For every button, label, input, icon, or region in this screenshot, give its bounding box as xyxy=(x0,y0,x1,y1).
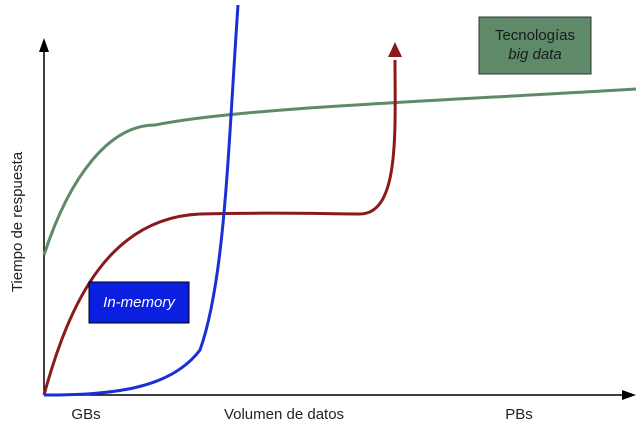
y-axis-arrow xyxy=(39,38,49,52)
curve-in-memory xyxy=(43,4,240,397)
x-tick-end-label: PBs xyxy=(505,406,533,423)
y-axis-label: Tiempo de respuesta xyxy=(9,151,26,292)
curve-traditional xyxy=(42,59,397,396)
big-data-box xyxy=(478,16,592,75)
big-data-label-line2: big data xyxy=(508,46,561,63)
in-memory-label: In-memory xyxy=(103,294,176,311)
big-data-label-line1: Tecnologías xyxy=(495,27,575,44)
curve-big-data xyxy=(42,87,636,256)
curve-traditional-arrow xyxy=(388,42,402,57)
x-tick-start-label: GBs xyxy=(71,406,100,423)
in-memory-box xyxy=(88,281,190,324)
x-axis-label: Volumen de datos xyxy=(224,406,344,423)
x-axis-arrow xyxy=(622,390,636,400)
